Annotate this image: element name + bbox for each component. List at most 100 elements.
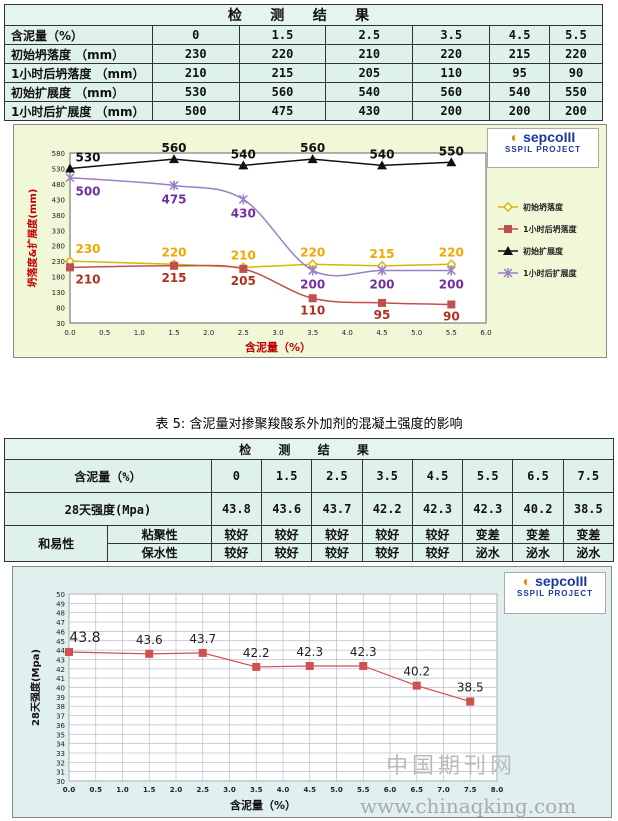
row-label: 含泥量（%） [4, 459, 212, 493]
table-cell: 较好 [361, 543, 413, 562]
y-tick-label: 40 [56, 685, 65, 693]
data-point [466, 697, 475, 706]
table-cell: 1.5 [238, 25, 327, 45]
data-point [252, 662, 261, 671]
data-label: 200 [439, 277, 464, 291]
data-point [378, 298, 386, 307]
sepco-logo: ◐ sepcoIII SSPIL PROJECT [504, 572, 606, 614]
watermark-cn: 中国期刊网 [386, 754, 517, 779]
data-point [447, 300, 456, 309]
table-cell: 4.5 [489, 25, 550, 45]
table-row: 含泥量（%） 0 1.5 2.5 3.5 4.5 5.5 6.5 7.5 [4, 459, 615, 493]
table-cell: 230 [151, 44, 240, 64]
y-tick-label: 34 [56, 741, 65, 749]
y-tick-label: 280 [52, 243, 65, 251]
x-tick-label: 0.5 [90, 786, 103, 794]
x-tick-label: 7.5 [464, 786, 477, 794]
y-tick-label: 37 [56, 713, 65, 721]
row-label: 初始坍落度 （mm） [4, 44, 153, 64]
series-group: 530 560 540 560 540 550 初始扩展度 [65, 141, 564, 256]
table-cell: 215 [238, 63, 327, 83]
watermark-url: www.chinaqking.com [360, 794, 577, 818]
data-label: 210 [231, 248, 256, 262]
y-tick-label: 42 [56, 666, 65, 674]
table-cell: 3.5 [412, 25, 491, 45]
y-tick-label: 480 [52, 181, 65, 189]
x-tick-label: 1.0 [134, 329, 145, 337]
table-cell: 210 [151, 63, 240, 83]
y-tick-label: 33 [56, 750, 65, 758]
x-tick-label: 7.0 [437, 786, 450, 794]
y-tick-label: 330 [52, 227, 65, 235]
table-cell: 较好 [311, 525, 363, 544]
data-label: 220 [161, 245, 186, 259]
data-label: 530 [75, 150, 100, 164]
table-cell: 200 [489, 101, 550, 121]
table-cell: 540 [325, 82, 414, 102]
data-point [198, 648, 207, 657]
data-point [308, 265, 318, 276]
x-tick-label: 0.5 [99, 329, 110, 337]
x-tick-label: 6.0 [480, 329, 491, 337]
y-tick-label: 44 [56, 647, 65, 655]
data-point [377, 160, 387, 170]
x-tick-label: 1.0 [116, 786, 129, 794]
data-label: 550 [439, 144, 464, 158]
table-cell: 2.5 [311, 459, 363, 493]
table-cell: 530 [151, 82, 240, 102]
data-label: 540 [231, 147, 256, 161]
y-tick-label: 36 [56, 722, 65, 730]
table-cell: 变差 [462, 525, 514, 544]
x-tick-label: 3.5 [307, 329, 318, 337]
y-tick-label: 230 [52, 258, 65, 266]
data-point [307, 154, 318, 164]
table-cell: 2.5 [325, 25, 414, 45]
table-cell: 泌水 [462, 543, 514, 562]
table-cell: 220 [412, 44, 491, 64]
table-cell: 38.5 [562, 492, 615, 526]
x-tick-label: 1.5 [168, 329, 179, 337]
table-cell: 200 [412, 101, 491, 121]
table-cell: 较好 [261, 525, 313, 544]
x-tick-label: 5.5 [446, 329, 457, 337]
x-tick-label: 3.0 [223, 786, 236, 794]
y-tick-label: 48 [56, 610, 65, 618]
x-tick-label: 5.0 [330, 786, 343, 794]
x-tick-label: 2.0 [170, 786, 183, 794]
plot-area [69, 152, 487, 324]
y-tick-label: 30 [56, 778, 65, 786]
table-cell: 泌水 [562, 543, 615, 562]
data-point [66, 263, 74, 272]
table-row: 1小时后扩展度 （mm） 500 475 430 200 200 200 [4, 101, 603, 121]
data-label: 500 [75, 185, 100, 199]
table-cell: 6.5 [512, 459, 564, 493]
x-tick-label: 0.0 [64, 329, 75, 337]
data-label: 43.6 [136, 633, 163, 647]
x-tick-label: 2.0 [203, 329, 214, 337]
table-row: 和易性 粘聚性 较好 较好 较好 较好 较好 变差 变差 变差 [3, 525, 615, 562]
table-cell: 560 [412, 82, 491, 102]
data-point [145, 649, 154, 658]
series-line [69, 264, 452, 306]
table-cell: 550 [549, 82, 603, 102]
series-group: 43.8 43.6 43.7 42.2 42.3 42.3 40.2 38.5 [65, 630, 484, 706]
table-cell: 变差 [512, 525, 564, 544]
data-point [503, 246, 513, 255]
data-label: 90 [443, 309, 460, 323]
y-tick-label: 43 [56, 656, 65, 664]
y-tick-label: 39 [56, 694, 65, 702]
data-label: 43.8 [69, 630, 100, 646]
table-title: 检 测 结 果 [4, 4, 603, 26]
row-label: 保水性 [107, 543, 212, 562]
y-axis-label: 28天强度(Mpa) [29, 649, 42, 726]
row-label: 28天强度(Mpa) [4, 492, 212, 526]
table-cell: 95 [489, 63, 550, 83]
data-label: 200 [369, 277, 394, 291]
table-cell: 475 [238, 101, 327, 121]
x-tick-label: 3.0 [272, 329, 283, 337]
table-cell: 7.5 [562, 459, 615, 493]
y-tick-label: 130 [52, 289, 65, 297]
table-row: 含泥量（%） 0 1.5 2.5 3.5 4.5 5.5 [4, 25, 603, 45]
table-cell: 43.8 [210, 492, 263, 526]
table-row: 保水性 较好 较好 较好 较好 较好 泌水 泌水 泌水 [5, 543, 615, 562]
